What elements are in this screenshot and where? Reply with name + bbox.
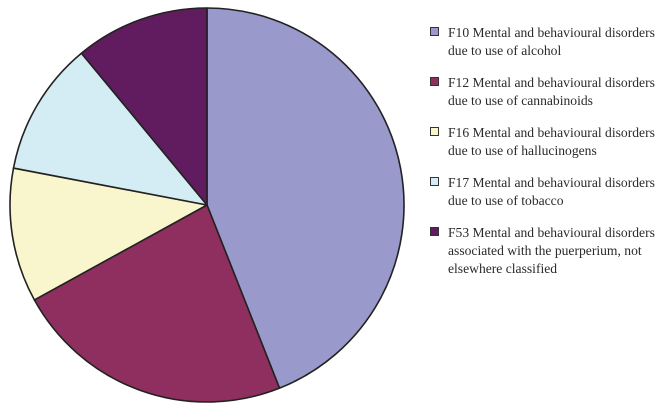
legend-label-f17: F17 Mental and behavioural disorders due…	[448, 175, 655, 208]
pie-slice-f16	[9, 167, 208, 301]
legend-label-f53: F53 Mental and behavioural disorders ass…	[448, 225, 655, 276]
legend-item-f17: F17 Mental and behavioural disorders due…	[430, 174, 655, 210]
chart-legend: F10 Mental and behavioural disorders due…	[430, 24, 655, 292]
pie-slice-f53	[80, 7, 208, 206]
legend-swatch-f10	[430, 27, 439, 36]
legend-swatch-f17	[430, 177, 439, 186]
pie-slice-f12	[33, 204, 281, 403]
legend-item-f10: F10 Mental and behavioural disorders due…	[430, 24, 655, 60]
legend-item-f16: F16 Mental and behavioural disorders due…	[430, 124, 655, 160]
legend-label-f10: F10 Mental and behavioural disorders due…	[448, 25, 655, 58]
legend-swatch-f53	[430, 227, 439, 236]
pie-slice-f10	[206, 7, 405, 389]
legend-item-f12: F12 Mental and behavioural disorders due…	[430, 74, 655, 110]
legend-swatch-f12	[430, 77, 439, 86]
pie-chart	[9, 7, 405, 403]
legend-swatch-f16	[430, 127, 439, 136]
legend-item-f53: F53 Mental and behavioural disorders ass…	[430, 224, 655, 278]
legend-label-f16: F16 Mental and behavioural disorders due…	[448, 125, 655, 158]
pie-slice-f17	[12, 52, 208, 206]
legend-label-f12: F12 Mental and behavioural disorders due…	[448, 75, 655, 108]
